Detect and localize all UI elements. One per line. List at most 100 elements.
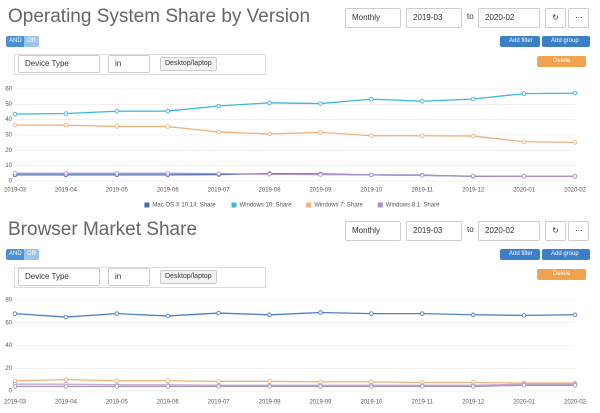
to-label: to (467, 225, 474, 234)
data-point (318, 310, 323, 315)
more-button[interactable]: ⋯ (568, 8, 589, 28)
data-point (114, 108, 120, 114)
series-line (15, 384, 575, 388)
x-tick-label: 2020-02 (564, 188, 587, 194)
data-point (521, 383, 527, 388)
legend-swatch (231, 202, 237, 208)
data-point (318, 171, 323, 177)
refresh-button[interactable]: ↻ (545, 8, 566, 28)
data-point (216, 171, 221, 176)
field-select[interactable]: Device Type (18, 55, 100, 73)
x-tick-label: 2019-05 (106, 188, 129, 194)
data-point (521, 91, 527, 96)
data-point (470, 380, 476, 385)
to-label: to (467, 12, 474, 21)
data-point (12, 111, 18, 117)
add-filter-button[interactable]: Add filter (500, 36, 540, 47)
y-tick-label: 0 (9, 179, 13, 185)
data-point (216, 384, 221, 389)
data-point (572, 174, 578, 179)
field-select[interactable]: Device Type (18, 268, 100, 286)
data-point (521, 381, 527, 387)
to-select[interactable]: 2020-02 (478, 8, 540, 28)
delete-button[interactable]: Delete (537, 269, 586, 280)
filter-box (14, 54, 266, 75)
data-point (318, 383, 323, 388)
x-tick-label: 2019-03 (4, 400, 27, 406)
data-point (420, 380, 425, 385)
op-select[interactable]: in (108, 55, 150, 73)
x-tick-label: 2019-08 (259, 188, 282, 194)
data-point (12, 311, 18, 316)
add-group-button[interactable]: Add group (542, 36, 590, 47)
data-point (470, 384, 476, 389)
x-tick-label: 2019-04 (55, 188, 78, 194)
data-point (114, 171, 120, 176)
data-point (572, 381, 578, 387)
value-tag[interactable]: Desktop/laptop (160, 57, 217, 71)
legend-swatch (377, 202, 383, 208)
data-point (318, 379, 323, 385)
data-point (369, 383, 374, 388)
data-point (12, 171, 18, 176)
data-point (470, 174, 476, 179)
or-toggle[interactable]: OR (24, 249, 39, 260)
op-select[interactable]: in (108, 268, 150, 286)
and-toggle[interactable]: AND (6, 249, 25, 260)
data-point (216, 383, 221, 388)
y-tick-label: 60 (5, 87, 12, 93)
y-tick-label: 10 (5, 163, 12, 169)
data-point (216, 103, 221, 109)
to-select[interactable]: 2020-02 (478, 221, 540, 241)
data-point (63, 377, 69, 382)
data-point (420, 384, 425, 389)
data-point (420, 383, 425, 388)
data-point (12, 381, 18, 387)
data-point (267, 379, 272, 384)
data-point (369, 311, 374, 316)
data-point (572, 380, 578, 386)
delete-button[interactable]: Delete (537, 56, 586, 67)
and-toggle[interactable]: AND (6, 36, 25, 47)
data-point (165, 384, 170, 389)
value-tag[interactable]: Desktop/laptop (160, 270, 217, 284)
y-tick-label: 0 (9, 389, 13, 395)
data-point (114, 124, 120, 129)
data-point (369, 384, 374, 389)
from-select[interactable]: 2019-03 (406, 221, 462, 241)
data-point (114, 172, 120, 178)
data-point (420, 311, 425, 316)
x-tick-label: 2019-07 (208, 188, 231, 194)
data-point (572, 312, 578, 318)
refresh-button[interactable]: ↻ (545, 221, 566, 241)
x-tick-label: 2020-01 (513, 400, 536, 406)
interval-select[interactable]: Monthly (345, 8, 401, 28)
data-point (267, 171, 272, 176)
from-select[interactable]: 2019-03 (406, 8, 462, 28)
add-filter-button[interactable]: Add filter (500, 249, 540, 260)
or-toggle[interactable]: OR (24, 36, 39, 47)
data-point (63, 381, 69, 387)
x-tick-label: 2020-01 (513, 188, 536, 194)
data-point (63, 314, 69, 320)
data-point (216, 379, 221, 384)
data-point (165, 382, 170, 387)
data-point (63, 122, 69, 128)
data-point (318, 172, 323, 177)
data-point (572, 174, 578, 179)
data-point (369, 172, 374, 178)
data-point (318, 130, 323, 135)
x-tick-label: 2019-07 (208, 400, 231, 406)
interval-select[interactable]: Monthly (345, 221, 401, 241)
panel-title: Browser Market Share (8, 219, 198, 240)
more-button[interactable]: ⋯ (568, 221, 589, 241)
data-point (63, 171, 69, 176)
series-line (14, 124, 576, 144)
series-line (15, 172, 575, 178)
data-point (267, 312, 272, 318)
data-point (521, 380, 527, 386)
data-point (165, 313, 170, 319)
data-point (216, 310, 221, 316)
add-group-button[interactable]: Add group (542, 249, 590, 260)
data-point (369, 96, 374, 102)
